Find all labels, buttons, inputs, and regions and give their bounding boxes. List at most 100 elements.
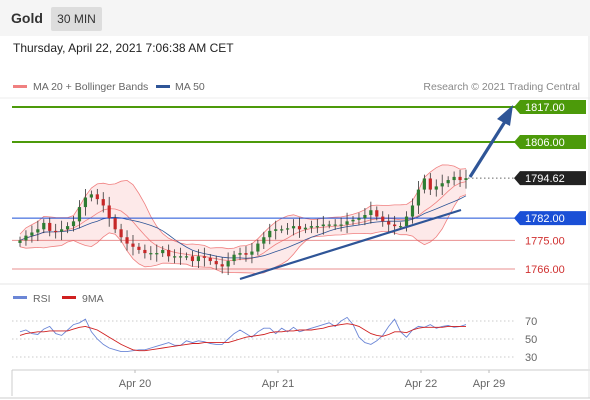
rsi-legend-label: RSI — [33, 293, 51, 305]
candle-body — [256, 243, 260, 252]
candle-body — [434, 186, 438, 190]
candle-body — [208, 257, 212, 262]
pivot-level-label: 1782.00 — [525, 213, 565, 225]
candle-body — [369, 210, 373, 215]
candle-body — [226, 261, 230, 267]
pivot-level-tag — [514, 211, 586, 226]
current-level-label: 1794.62 — [525, 173, 565, 185]
candle-body — [387, 221, 391, 225]
candle-body — [196, 256, 200, 262]
candle-body — [345, 221, 349, 225]
candle-body — [161, 249, 165, 254]
rsi-ma-line — [19, 323, 466, 352]
projection-arrow-shaft — [468, 119, 508, 178]
candle-body — [416, 189, 421, 206]
candle-body — [89, 194, 93, 198]
chart-datetime: Thursday, April 22, 2021 7:06:38 AM CET — [13, 41, 234, 55]
candle-body — [137, 246, 141, 250]
candle-body — [107, 205, 111, 219]
x-axis-label: Apr 29 — [473, 378, 505, 390]
candle-body — [71, 221, 76, 227]
candle-body — [173, 256, 177, 258]
candle-body — [131, 243, 135, 247]
candle-body — [274, 229, 278, 231]
period-tab-30min[interactable]: 30 MIN — [51, 7, 102, 31]
ma50-legend-swatch — [156, 85, 170, 88]
candle-body — [48, 222, 52, 231]
projection-arrow-head — [497, 105, 513, 126]
candle-body — [452, 176, 456, 181]
candle-body — [238, 253, 242, 255]
candle-body — [54, 230, 58, 233]
candle-body — [220, 264, 224, 267]
candle-body — [458, 176, 462, 181]
candle-body — [339, 224, 343, 226]
candle-body — [65, 226, 70, 230]
resistance-level-label: 1806.00 — [525, 137, 565, 149]
candle-body — [250, 251, 254, 255]
candle-body — [214, 261, 218, 265]
candle-body — [327, 224, 331, 226]
candle-body — [303, 227, 308, 230]
candle-body — [24, 235, 28, 241]
rsi-legend-swatch — [13, 296, 27, 299]
candle-body — [262, 237, 266, 244]
support-level-label: 1775.00 — [525, 235, 565, 247]
ma9-legend-swatch — [62, 296, 76, 299]
trend-line — [239, 208, 462, 281]
ma50-legend-label: MA 50 — [175, 81, 205, 93]
candle-body — [244, 253, 248, 255]
candle-body — [18, 240, 22, 243]
ma50-line — [19, 195, 467, 259]
x-axis-label: Apr 21 — [262, 378, 294, 390]
candle-body — [232, 254, 236, 262]
candle-body — [42, 222, 46, 230]
candle-body — [30, 232, 34, 236]
candle-body — [119, 229, 123, 238]
candle-body — [351, 219, 355, 222]
rsi-tick-label: 30 — [525, 352, 537, 364]
ma20-line — [19, 181, 467, 261]
candle-body — [202, 256, 206, 258]
candle-body — [149, 253, 153, 255]
candle-body — [155, 253, 159, 255]
resistance-level-tag — [514, 100, 586, 114]
candle-body — [190, 256, 195, 262]
resistance-level-label: 1817.00 — [525, 102, 565, 114]
candle-body — [184, 256, 189, 258]
candle-body — [291, 226, 296, 229]
candle-body — [60, 229, 64, 232]
candle-body — [143, 249, 147, 254]
x-axis-label: Apr 20 — [119, 378, 151, 390]
candle-body — [410, 205, 415, 217]
resistance-level-tag — [514, 134, 586, 149]
rsi-tick-label: 50 — [525, 334, 537, 346]
candle-body — [309, 226, 313, 228]
candle-body — [398, 226, 403, 228]
candle-body — [280, 229, 284, 231]
candle-body — [113, 218, 117, 230]
x-axis-label: Apr 22 — [405, 378, 437, 390]
candle-body — [315, 226, 319, 228]
candle-body — [464, 178, 468, 181]
candle-body — [268, 230, 272, 238]
candle-body — [357, 218, 361, 220]
bollinger-legend-swatch — [13, 85, 27, 88]
candle-body — [393, 224, 397, 227]
current-level-tag — [514, 171, 586, 186]
candle-body — [333, 224, 337, 226]
candle-body — [381, 216, 385, 222]
rsi-line — [19, 316, 467, 353]
candle-body — [36, 229, 40, 233]
candle-body — [125, 237, 129, 244]
candle-body — [297, 226, 302, 230]
candle-body — [440, 183, 444, 187]
candle-body — [83, 197, 88, 208]
candle-body — [428, 178, 432, 190]
candle-body — [446, 180, 450, 184]
rsi-tick-label: 70 — [525, 316, 537, 328]
candle-body — [101, 199, 105, 206]
candle-body — [363, 215, 367, 219]
candle-body — [404, 216, 409, 227]
